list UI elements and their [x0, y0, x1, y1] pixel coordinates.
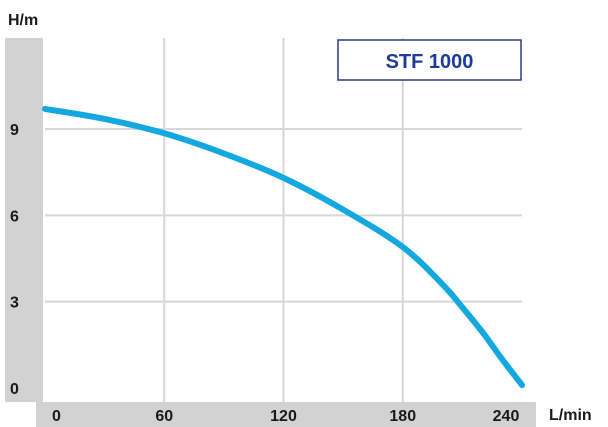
x-tick-label-180: 180 [389, 408, 416, 425]
x-axis-label: L/min [549, 407, 592, 424]
x-tick-label-60: 60 [155, 408, 173, 425]
axis-bands [5, 38, 536, 427]
x-tick-label-0: 0 [52, 408, 61, 425]
x-axis-band [36, 402, 536, 427]
legend: STF 1000 [337, 39, 522, 81]
series-line-0 [42, 105, 525, 389]
y-tick-label-9: 9 [10, 122, 19, 139]
y-tick-label-6: 6 [10, 208, 19, 225]
y-tick-label-0: 0 [10, 381, 19, 398]
series-layer [42, 105, 525, 389]
legend-title: STF 1000 [386, 51, 474, 73]
legend-box [337, 39, 522, 81]
y-tick-label-3: 3 [10, 295, 19, 312]
y-axis-band [5, 38, 43, 402]
x-tick-label-240: 240 [493, 408, 520, 425]
tick-labels: 0 3 6 9 0 60 120 180 240 [10, 122, 519, 425]
x-tick-label-120: 120 [270, 408, 297, 425]
y-axis-label: H/m [8, 12, 38, 29]
grid [45, 38, 522, 402]
